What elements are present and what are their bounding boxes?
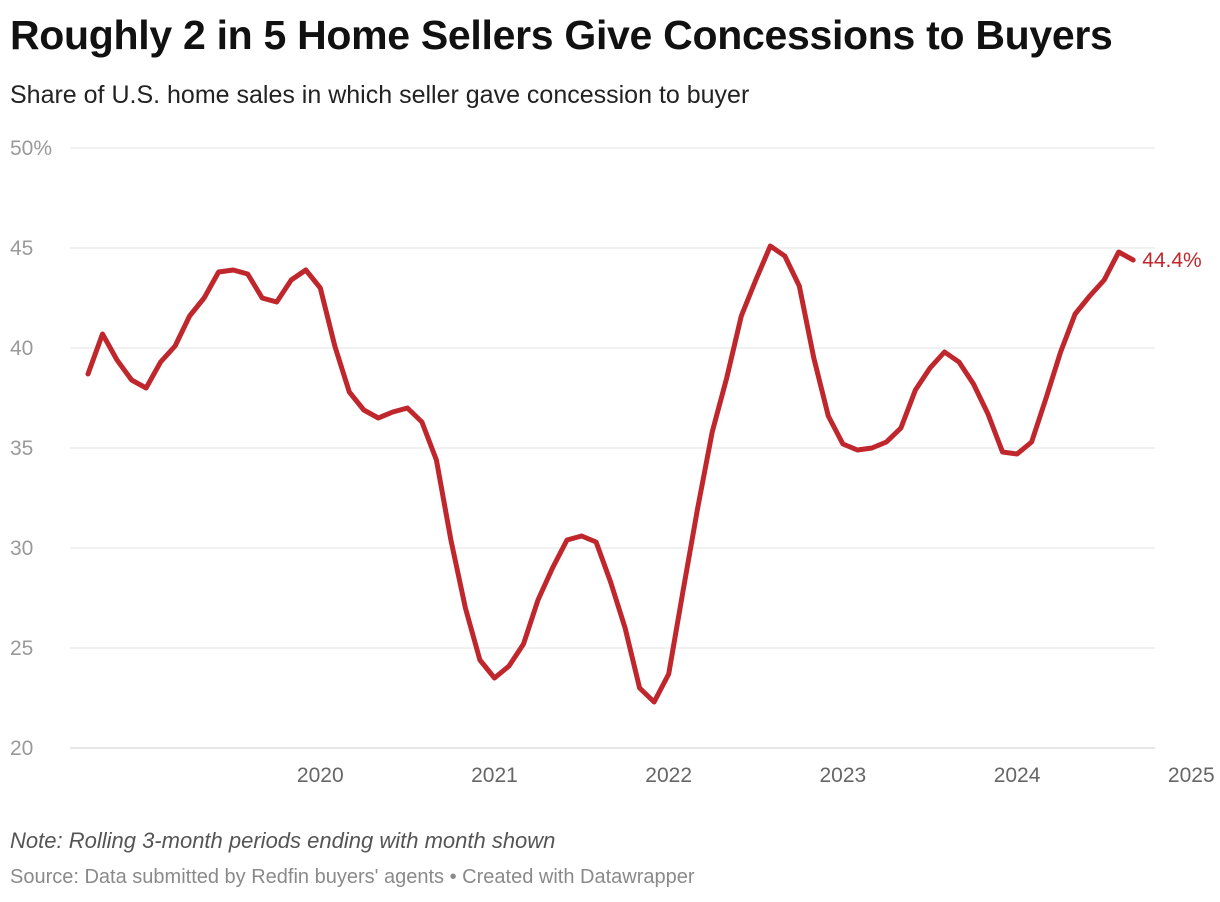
x-tick-label: 2020 bbox=[297, 764, 344, 787]
chart-source: Source: Data submitted by Redfin buyers'… bbox=[10, 866, 695, 888]
x-tick-label: 2024 bbox=[994, 764, 1041, 787]
y-tick-label: 50% bbox=[10, 137, 52, 160]
y-tick-label: 40 bbox=[10, 337, 33, 360]
x-axis: 2020 2021 2022 2023 2024 2025 bbox=[297, 764, 1215, 787]
chart-title: Roughly 2 in 5 Home Sellers Give Concess… bbox=[10, 12, 1113, 58]
chart-note: Note: Rolling 3-month periods ending wit… bbox=[10, 828, 556, 853]
end-value-label: 44.4% bbox=[1142, 249, 1202, 272]
series-line bbox=[85, 243, 1136, 705]
y-axis: 20 25 30 35 40 45 50% bbox=[10, 137, 52, 760]
y-tick-label: 45 bbox=[10, 237, 33, 260]
x-tick-label: 2025 bbox=[1168, 764, 1215, 787]
series: 44.4% bbox=[85, 243, 1202, 705]
x-tick-label: 2021 bbox=[471, 764, 518, 787]
y-tick-label: 25 bbox=[10, 637, 33, 660]
y-tick-label: 35 bbox=[10, 437, 33, 460]
gridlines bbox=[70, 147, 1155, 749]
chart-subtitle: Share of U.S. home sales in which seller… bbox=[10, 81, 750, 109]
y-tick-label: 20 bbox=[10, 737, 33, 760]
x-tick-label: 2023 bbox=[820, 764, 867, 787]
y-tick-label: 30 bbox=[10, 537, 33, 560]
x-tick-label: 2022 bbox=[645, 764, 692, 787]
